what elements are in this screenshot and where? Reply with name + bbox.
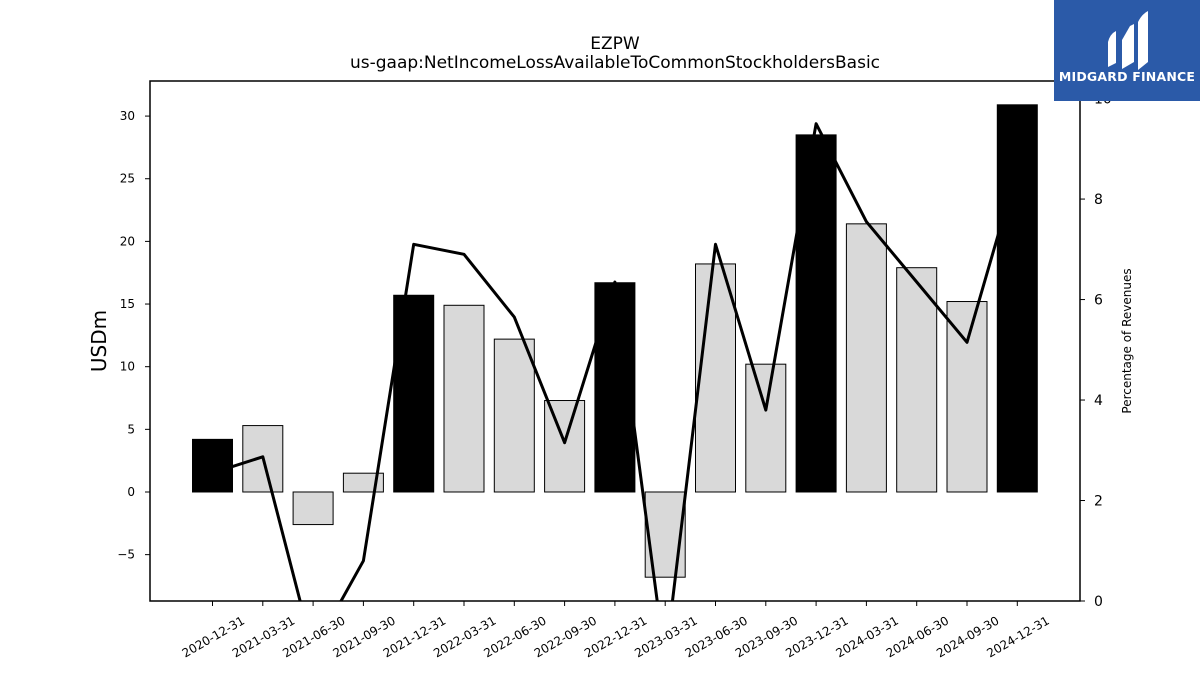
line-path — [212, 122, 1019, 601]
y-axis-label: USDm — [87, 310, 111, 372]
bar — [695, 263, 736, 493]
y2-tick-label: 4 — [1094, 393, 1103, 409]
chart-title: EZPW — [590, 34, 640, 54]
y-tick-label: 15 — [120, 297, 135, 311]
logo-mark-icon — [1108, 11, 1148, 70]
y2-tick-label: 0 — [1094, 594, 1103, 610]
y2-axis-label: Percentage of Revenues — [1120, 268, 1134, 413]
brand-logo: MIDGARD FINANCE — [1054, 0, 1200, 101]
y2-tick-label: 8 — [1094, 192, 1103, 208]
bar — [946, 301, 988, 493]
y-tick-label: 5 — [127, 422, 135, 436]
bar — [493, 338, 535, 493]
bar — [896, 267, 938, 493]
bar — [192, 438, 233, 493]
y-tick-label: −5 — [117, 548, 135, 562]
bar-series — [192, 104, 1038, 578]
bar — [795, 134, 837, 493]
bar — [443, 304, 485, 493]
bar — [393, 294, 435, 493]
chart-subtitle: us-gaap:NetIncomeLossAvailableToCommonSt… — [350, 53, 880, 73]
y-tick-label: 0 — [127, 485, 135, 499]
bar — [342, 472, 384, 493]
y-tick-label: 10 — [120, 360, 135, 374]
line-series — [212, 122, 1019, 601]
y2-tick-label: 6 — [1094, 293, 1103, 309]
bar — [544, 400, 586, 493]
y-tick-label: 30 — [120, 109, 135, 123]
bar — [292, 491, 334, 526]
y-tick-label: 25 — [120, 172, 135, 186]
y2-tick-label: 2 — [1094, 494, 1103, 510]
logo-text: MIDGARD FINANCE — [1058, 69, 1196, 84]
bar — [996, 104, 1038, 493]
bar — [745, 363, 787, 493]
bar — [845, 223, 887, 493]
y-tick-label: 20 — [120, 234, 135, 248]
